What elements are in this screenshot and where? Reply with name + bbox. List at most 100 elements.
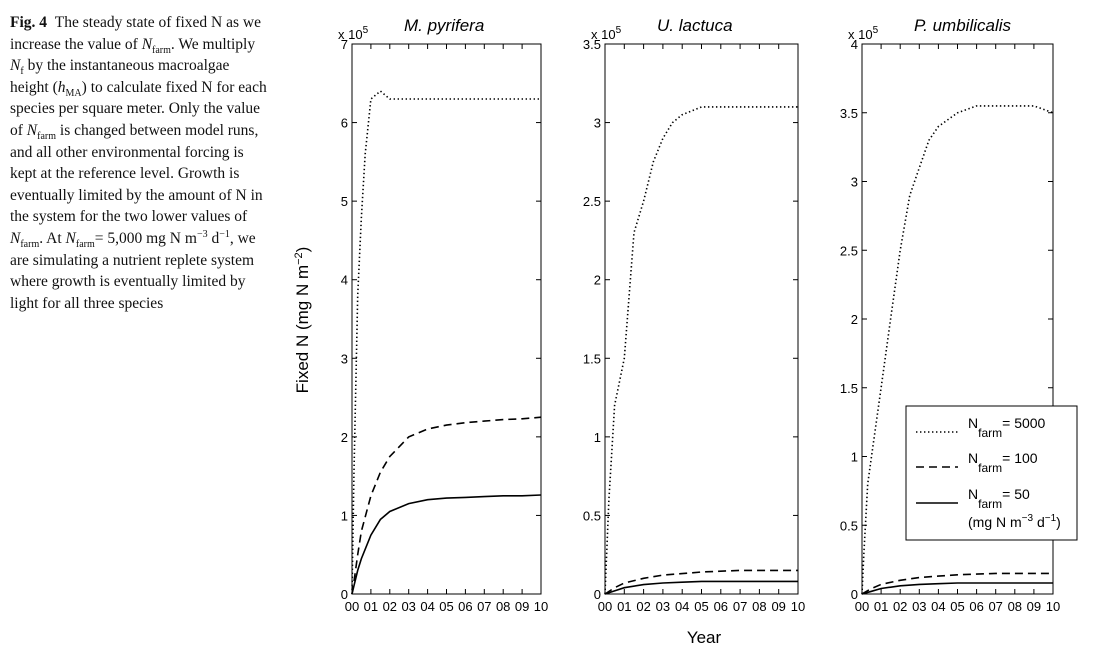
y-tick-label: 6 xyxy=(341,116,348,131)
x-tick-label: 06 xyxy=(969,599,983,614)
caption-text: ) to calculate fixed N for each species … xyxy=(10,78,267,139)
y-tick-label: 1 xyxy=(341,508,348,523)
hma-symbol: h xyxy=(57,78,66,96)
y-tick-label: 4 xyxy=(851,37,858,52)
x-tick-label: 05 xyxy=(439,599,453,614)
y-axis-label: Fixed N (mg N m−2) xyxy=(293,247,312,394)
series-line-dotted xyxy=(861,105,1054,595)
x-tick-label: 02 xyxy=(893,599,907,614)
y-tick-label: 2 xyxy=(851,312,858,327)
x-tick-label: 07 xyxy=(988,599,1002,614)
y-tick-label: 2.5 xyxy=(840,243,858,258)
x-tick-label: 01 xyxy=(617,599,631,614)
nfarm-subscript: farm xyxy=(20,239,40,251)
x-tick-label: 01 xyxy=(874,599,888,614)
x-tick-label: 02 xyxy=(383,599,397,614)
caption-text: d xyxy=(207,229,220,247)
y-tick-label: 1.5 xyxy=(840,381,858,396)
hma-subscript: MA xyxy=(65,87,82,99)
series-line-dashed xyxy=(861,572,1053,595)
nf-subscript: f xyxy=(20,66,24,78)
axis-exponent-label: x 105 xyxy=(338,25,369,42)
nfarm-subscript: farm xyxy=(37,131,57,143)
panel-title: M. pyrifera xyxy=(404,16,484,35)
x-tick-label: 07 xyxy=(733,599,747,614)
x-tick-label: 08 xyxy=(496,599,510,614)
y-tick-label: 4 xyxy=(341,273,348,288)
y-tick-label: 0.5 xyxy=(840,518,858,533)
x-tick-label: 00 xyxy=(598,599,612,614)
x-tick-label: 03 xyxy=(401,599,415,614)
legend-box xyxy=(905,405,1078,541)
y-tick-label: 3 xyxy=(594,116,601,131)
caption-superscript: −3 xyxy=(196,228,208,240)
x-tick-label: 03 xyxy=(656,599,670,614)
legend: Nfarm= 5000 Nfarm= 100 Nfarm= 50 (mg N m−3 … xyxy=(905,405,1078,541)
series-line-solid xyxy=(861,582,1053,595)
series-line-solid xyxy=(351,494,542,595)
nf-symbol: N xyxy=(10,57,21,75)
y-tick-label: 0 xyxy=(341,587,348,602)
x-tick-label: 09 xyxy=(771,599,785,614)
y-tick-label: 1 xyxy=(594,430,601,445)
y-tick-label: 2 xyxy=(594,273,601,288)
x-tick-label: 06 xyxy=(714,599,728,614)
y-tick-label: 7 xyxy=(341,37,348,52)
x-tick-label: 09 xyxy=(515,599,529,614)
caption-text: . We multiply xyxy=(170,35,256,53)
x-tick-label: 03 xyxy=(912,599,926,614)
series-line-dashed xyxy=(604,569,798,595)
nfarm-subscript: farm xyxy=(75,239,95,251)
caption-text: is changed between model runs, and all o… xyxy=(10,121,263,226)
x-tick-label: 02 xyxy=(636,599,650,614)
caption-text: . At xyxy=(39,229,62,247)
plot-frame xyxy=(604,43,799,595)
x-tick-label: 08 xyxy=(1008,599,1022,614)
caption-text: The steady state of fixed N as we increa… xyxy=(10,14,261,53)
nfarm-subscript: farm xyxy=(152,44,171,56)
axis-exponent-label: x 105 xyxy=(848,25,879,42)
y-tick-label: 0 xyxy=(594,587,601,602)
y-tick-label: 3.5 xyxy=(583,37,601,52)
x-tick-label: 00 xyxy=(345,599,359,614)
legend-label: Nfarm= 50 xyxy=(968,486,1030,511)
x-axis-label: Year xyxy=(687,628,722,647)
x-tick-label: 10 xyxy=(1046,599,1060,614)
x-tick-label: 05 xyxy=(950,599,964,614)
y-tick-label: 5 xyxy=(341,194,348,209)
y-tick-label: 0 xyxy=(851,587,858,602)
y-tick-label: 3 xyxy=(851,175,858,190)
x-tick-label: 10 xyxy=(791,599,805,614)
x-tick-label: 09 xyxy=(1027,599,1041,614)
x-tick-label: 00 xyxy=(855,599,869,614)
caption-text: by the instantaneous macroalgae height ( xyxy=(10,57,230,96)
series-line-solid xyxy=(604,580,798,595)
series-line-dashed xyxy=(351,416,542,595)
x-tick-label: 04 xyxy=(675,599,689,614)
chart-panel: 0 0.5 1 1.5 2 2.5 3 3.5 4 00 01 02 03 04 05 06 07 08 09 10 x… xyxy=(840,16,1078,614)
x-tick-label: 04 xyxy=(931,599,945,614)
legend-units: (mg N m−3 d−1) xyxy=(968,513,1061,530)
caption-text: = 5,000 mg N m xyxy=(94,229,197,247)
x-tick-label: 08 xyxy=(752,599,766,614)
y-tick-label: 2.5 xyxy=(583,194,601,209)
panel-title: U. lactuca xyxy=(657,16,733,35)
figure-caption: Fig. 4 The steady state of fixed N as we… xyxy=(10,12,272,314)
x-tick-label: 04 xyxy=(420,599,434,614)
x-tick-label: 05 xyxy=(694,599,708,614)
legend-label: Nfarm= 5000 xyxy=(968,415,1046,440)
panel-title: P. umbilicalis xyxy=(914,16,1012,35)
x-tick-label: 01 xyxy=(364,599,378,614)
nfarm-symbol: N xyxy=(65,229,76,247)
legend-label: Nfarm= 100 xyxy=(968,450,1038,475)
caption-superscript: −1 xyxy=(219,228,230,240)
figure-label: Fig. 4 xyxy=(10,14,48,31)
axis-exponent-label: x 105 xyxy=(591,25,622,42)
nfarm-symbol: N xyxy=(10,229,21,247)
y-tick-label: 1 xyxy=(851,450,858,465)
x-tick-label: 06 xyxy=(458,599,472,614)
caption-text: , we are simulating a nutrient replete s… xyxy=(10,229,256,312)
x-tick-label: 10 xyxy=(534,599,548,614)
